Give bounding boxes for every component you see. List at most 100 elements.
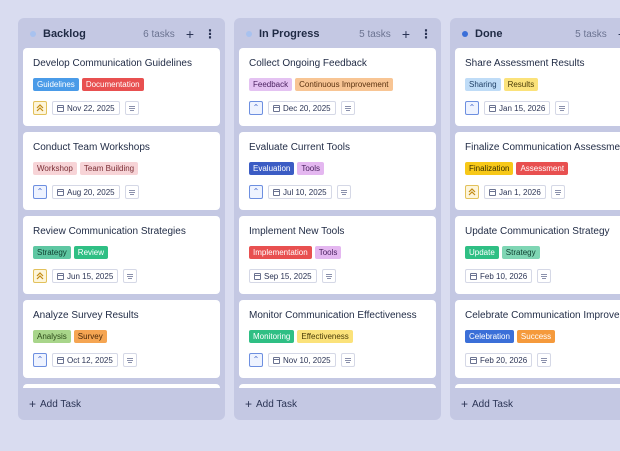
due-date-label: Jun 15, 2025 (67, 271, 114, 281)
due-date[interactable]: Feb 20, 2026 (465, 353, 533, 367)
priority-double-chevron-icon[interactable] (465, 185, 479, 199)
tag-list: Workshop Team Building (33, 162, 210, 176)
tag-list: Strategy Review (33, 246, 210, 260)
plus-icon[interactable]: + (401, 26, 410, 42)
description-icon[interactable] (537, 269, 552, 283)
tag-badge: Strategy (33, 246, 71, 259)
due-date[interactable]: Nov 22, 2025 (52, 101, 120, 115)
tag-badge: Tools (297, 162, 325, 175)
plus-icon[interactable]: + (185, 26, 194, 42)
card-list: Share Assessment Results Sharing Results … (455, 48, 620, 388)
kanban-board: Backlog 6 tasks + ⋮ Develop Communicatio… (18, 18, 620, 420)
column-header: In Progress 5 tasks + ⋮ (234, 18, 441, 50)
tag-badge: Success (516, 330, 556, 343)
task-card[interactable]: Develop Communication Guidelines Guideli… (23, 48, 220, 126)
description-icon[interactable] (124, 185, 139, 199)
priority-chevron-up-icon[interactable]: ⌃ (465, 101, 479, 115)
tag-badge: Celebration (465, 330, 514, 343)
due-date[interactable]: Nov 10, 2025 (268, 353, 336, 367)
tag-list: Evaluation Tools (249, 162, 426, 176)
description-icon[interactable] (550, 185, 565, 199)
description-icon[interactable] (124, 101, 139, 115)
card-footer: Nov 22, 2025 (33, 101, 210, 115)
more-vertical-icon[interactable]: ⋮ (420, 27, 432, 41)
due-date[interactable]: Oct 12, 2025 (52, 353, 118, 367)
priority-double-chevron-icon[interactable] (33, 269, 47, 283)
task-card[interactable]: Monitor Communication Effectiveness Moni… (239, 300, 436, 378)
status-dot-icon (30, 31, 36, 37)
calendar-icon (57, 188, 64, 196)
task-card[interactable]: Update Communication Strategy Update Stra… (455, 216, 620, 294)
description-icon[interactable] (321, 269, 336, 283)
task-card[interactable]: Evaluate Current Tools Evaluation Tools ⌃… (239, 132, 436, 210)
column-header: Backlog 6 tasks + ⋮ (18, 18, 225, 50)
due-date[interactable]: Jan 1, 2026 (484, 185, 546, 199)
due-date[interactable]: Aug 20, 2025 (52, 185, 120, 199)
description-icon[interactable] (555, 101, 570, 115)
task-card[interactable]: Finalize Communication Assessment Finali… (455, 132, 620, 210)
tag-list: Implementation Tools (249, 246, 426, 260)
priority-chevron-up-icon[interactable]: ⌃ (249, 185, 263, 199)
column-title: Done (475, 28, 503, 40)
task-title: Monitor Communication Effectiveness (249, 310, 417, 321)
calendar-icon (273, 356, 280, 364)
add-task-button[interactable]: + Add Task (450, 388, 620, 420)
priority-chevron-up-icon[interactable]: ⌃ (33, 185, 47, 199)
tag-badge: Results (503, 78, 539, 91)
tag-list: Update Strategy (465, 246, 620, 260)
due-date-label: Feb 20, 2026 (480, 355, 528, 365)
plus-icon[interactable]: + (618, 26, 620, 42)
calendar-icon (273, 188, 280, 196)
column-backlog: Backlog 6 tasks + ⋮ Develop Communicatio… (18, 18, 225, 420)
tag-list: Finalization Assessment (465, 162, 620, 176)
tag-badge: Implementation (249, 246, 312, 259)
card-footer: Jun 15, 2025 (33, 269, 210, 283)
priority-double-chevron-icon[interactable] (33, 101, 47, 115)
tag-list: Analysis Survey (33, 330, 210, 344)
due-date[interactable]: Jul 10, 2025 (268, 185, 332, 199)
task-card[interactable]: Collect Ongoing Feedback Feedback Continu… (239, 48, 436, 126)
tag-list: Monitoring Effectiveness (249, 330, 426, 344)
task-title: Celebrate Communication Improvement (465, 310, 620, 321)
description-icon[interactable] (123, 269, 138, 283)
status-dot-icon (246, 31, 252, 37)
task-title: Review Communication Strategies (33, 226, 186, 237)
add-task-button[interactable]: + Add Task (234, 388, 441, 420)
due-date-label: Dec 20, 2025 (283, 103, 331, 113)
tag-list: Feedback Continuous Improvement (249, 78, 426, 92)
description-icon[interactable] (122, 353, 137, 367)
due-date[interactable]: Jan 15, 2026 (484, 101, 551, 115)
add-task-button[interactable]: + Add Task (18, 388, 225, 420)
card-footer: ⌃ Jan 15, 2026 (465, 101, 620, 115)
due-date-label: Nov 22, 2025 (67, 103, 115, 113)
due-date[interactable]: Dec 20, 2025 (268, 101, 336, 115)
description-icon[interactable] (336, 185, 351, 199)
tag-badge: Feedback (249, 78, 293, 91)
task-title: Evaluate Current Tools (249, 142, 350, 153)
task-card[interactable]: Celebrate Communication Improvement Cele… (455, 300, 620, 378)
due-date-label: Oct 12, 2025 (67, 355, 113, 365)
task-card[interactable]: Conduct Team Workshops Workshop Team Buil… (23, 132, 220, 210)
task-card-partial[interactable] (23, 384, 220, 388)
task-card-partial[interactable] (455, 384, 620, 388)
due-date-label: Aug 20, 2025 (67, 187, 115, 197)
task-card[interactable]: Share Assessment Results Sharing Results … (455, 48, 620, 126)
task-card[interactable]: Implement New Tools Implementation Tools … (239, 216, 436, 294)
task-count: 6 tasks (143, 28, 175, 40)
description-icon[interactable] (340, 101, 355, 115)
description-icon[interactable] (537, 353, 552, 367)
task-card-partial[interactable] (239, 384, 436, 388)
priority-chevron-up-icon[interactable]: ⌃ (33, 353, 47, 367)
tag-list: Celebration Success (465, 330, 620, 344)
calendar-icon (57, 356, 64, 364)
priority-chevron-up-icon[interactable]: ⌃ (249, 353, 263, 367)
task-card[interactable]: Review Communication Strategies Strategy… (23, 216, 220, 294)
description-icon[interactable] (340, 353, 355, 367)
task-card[interactable]: Analyze Survey Results Analysis Survey ⌃ … (23, 300, 220, 378)
due-date[interactable]: Feb 10, 2026 (465, 269, 533, 283)
due-date[interactable]: Sep 15, 2025 (249, 269, 317, 283)
priority-chevron-up-icon[interactable]: ⌃ (249, 101, 263, 115)
due-date[interactable]: Jun 15, 2025 (52, 269, 119, 283)
tag-badge: Documentation (81, 78, 144, 91)
more-vertical-icon[interactable]: ⋮ (204, 27, 216, 41)
